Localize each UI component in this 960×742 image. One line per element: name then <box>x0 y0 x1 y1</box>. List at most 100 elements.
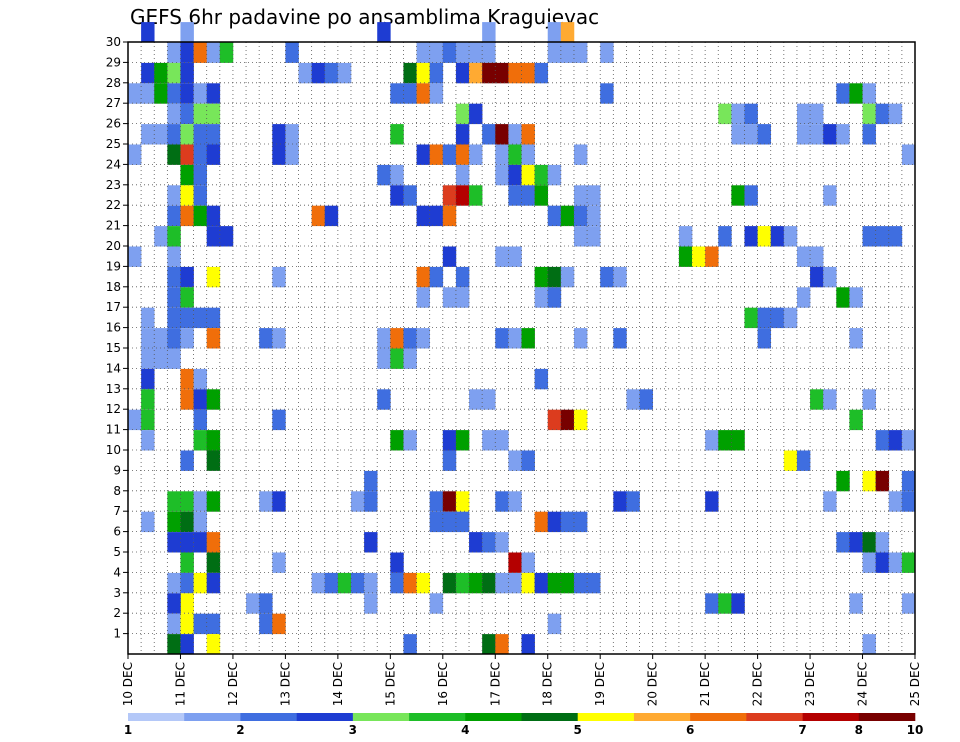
heatmap-cell <box>521 124 535 145</box>
heatmap-cell <box>495 144 509 165</box>
heatmap-cell <box>180 328 194 349</box>
heatmap-cell <box>862 552 876 573</box>
heatmap-cell <box>193 389 207 410</box>
colorbar-swatch <box>184 713 241 721</box>
heatmap-cell <box>482 430 496 451</box>
heatmap-cell <box>757 328 772 349</box>
colorbar-swatch <box>802 713 860 721</box>
heatmap-cell <box>573 572 588 594</box>
heatmap-cell <box>429 62 444 84</box>
heatmap-cell <box>783 307 798 329</box>
heatmap-cell <box>626 389 640 410</box>
heatmap-cell <box>403 185 417 206</box>
heatmap-cell <box>390 552 404 573</box>
heatmap-cell <box>364 593 378 614</box>
heatmap-cell <box>180 144 194 165</box>
heatmap-cell <box>862 389 876 410</box>
heatmap-cell <box>180 22 194 43</box>
heatmap-cell <box>206 430 221 451</box>
heatmap-cell <box>298 62 312 84</box>
heatmap-cell <box>180 532 194 553</box>
heatmap-cell <box>455 144 470 165</box>
heatmap-cell <box>810 389 824 410</box>
heatmap-cell <box>442 511 457 533</box>
heatmap-cell <box>167 613 181 635</box>
heatmap-cell <box>770 307 785 329</box>
heatmap-cell <box>128 83 142 104</box>
heatmap-cell <box>167 246 181 267</box>
heatmap-cell <box>836 287 850 308</box>
heatmap-cell <box>141 348 155 369</box>
heatmap-cell <box>810 103 824 125</box>
heatmap-cell <box>862 226 876 247</box>
y-tick-label: 23 <box>106 178 121 192</box>
heatmap-cell <box>206 103 221 125</box>
heatmap-cell <box>180 266 194 288</box>
heatmap-cell <box>180 205 194 227</box>
heatmap-cell <box>403 572 417 594</box>
heatmap-cell <box>442 185 457 206</box>
y-tick-label: 29 <box>106 55 121 69</box>
heatmap-cell <box>337 572 352 594</box>
heatmap-cell <box>128 246 142 267</box>
heatmap-cell <box>573 205 588 227</box>
heatmap-cell <box>350 491 365 512</box>
heatmap-cell <box>272 491 286 512</box>
colorbar-label: 10 <box>907 723 924 737</box>
heatmap-cell <box>495 430 509 451</box>
heatmap-cell <box>560 511 575 533</box>
heatmap-cell <box>206 532 221 553</box>
heatmap-cell <box>193 368 207 390</box>
heatmap-cell <box>141 368 155 390</box>
heatmap-cell <box>390 328 404 349</box>
colorbar-swatch <box>465 713 522 721</box>
x-tick-label: 21 DEC <box>698 662 712 706</box>
heatmap-cell <box>206 552 221 573</box>
heatmap-cell <box>377 328 391 349</box>
heatmap-cell <box>180 368 194 390</box>
heatmap-cell <box>901 552 916 573</box>
colorbar-swatch <box>690 713 747 721</box>
heatmap-cell <box>180 634 194 655</box>
heatmap-cell <box>639 389 653 410</box>
heatmap-cell <box>141 83 155 104</box>
y-axis-ticks: 1234567891011121314151617181920212223242… <box>106 35 128 641</box>
colorbar-swatch <box>409 713 466 721</box>
heatmap-cell <box>416 83 430 104</box>
heatmap-cell <box>521 144 535 165</box>
heatmap-cell <box>521 328 535 349</box>
heatmap-cell <box>377 22 391 43</box>
heatmap-cell <box>495 491 509 512</box>
x-tick-label: 18 DEC <box>541 662 555 706</box>
heatmap-cell <box>469 185 483 206</box>
heatmap-cell <box>390 348 404 369</box>
heatmap-cell <box>390 83 404 104</box>
y-tick-label: 18 <box>106 280 121 294</box>
heatmap-cell <box>482 572 496 594</box>
heatmap-cell <box>705 430 719 451</box>
x-tick-label: 15 DEC <box>383 662 397 706</box>
heatmap-cell <box>390 124 404 145</box>
heatmap-cell <box>547 42 562 63</box>
heatmap-cell <box>534 572 549 594</box>
heatmap-cell <box>600 42 614 63</box>
heatmap-cell <box>547 205 562 227</box>
heatmap-cell <box>403 348 417 369</box>
heatmap-cell <box>167 348 181 369</box>
y-tick-label: 27 <box>106 96 121 110</box>
heatmap-cell <box>167 124 181 145</box>
heatmap-cell <box>219 42 234 63</box>
chart-title: GEFS 6hr padavine po ansamblima Kragujev… <box>130 5 599 29</box>
heatmap-cell <box>180 103 194 125</box>
heatmap-cell <box>862 470 876 492</box>
heatmap-cell <box>180 511 194 533</box>
heatmap-cell <box>193 185 207 206</box>
heatmap-cell <box>206 572 221 594</box>
heatmap-cell <box>482 532 496 553</box>
heatmap-cell <box>390 572 404 594</box>
x-tick-label: 22 DEC <box>751 662 765 706</box>
heatmap-cell <box>167 205 181 227</box>
heatmap-cell <box>285 42 299 63</box>
heatmap-cell <box>442 246 457 267</box>
heatmap-cell <box>167 511 181 533</box>
